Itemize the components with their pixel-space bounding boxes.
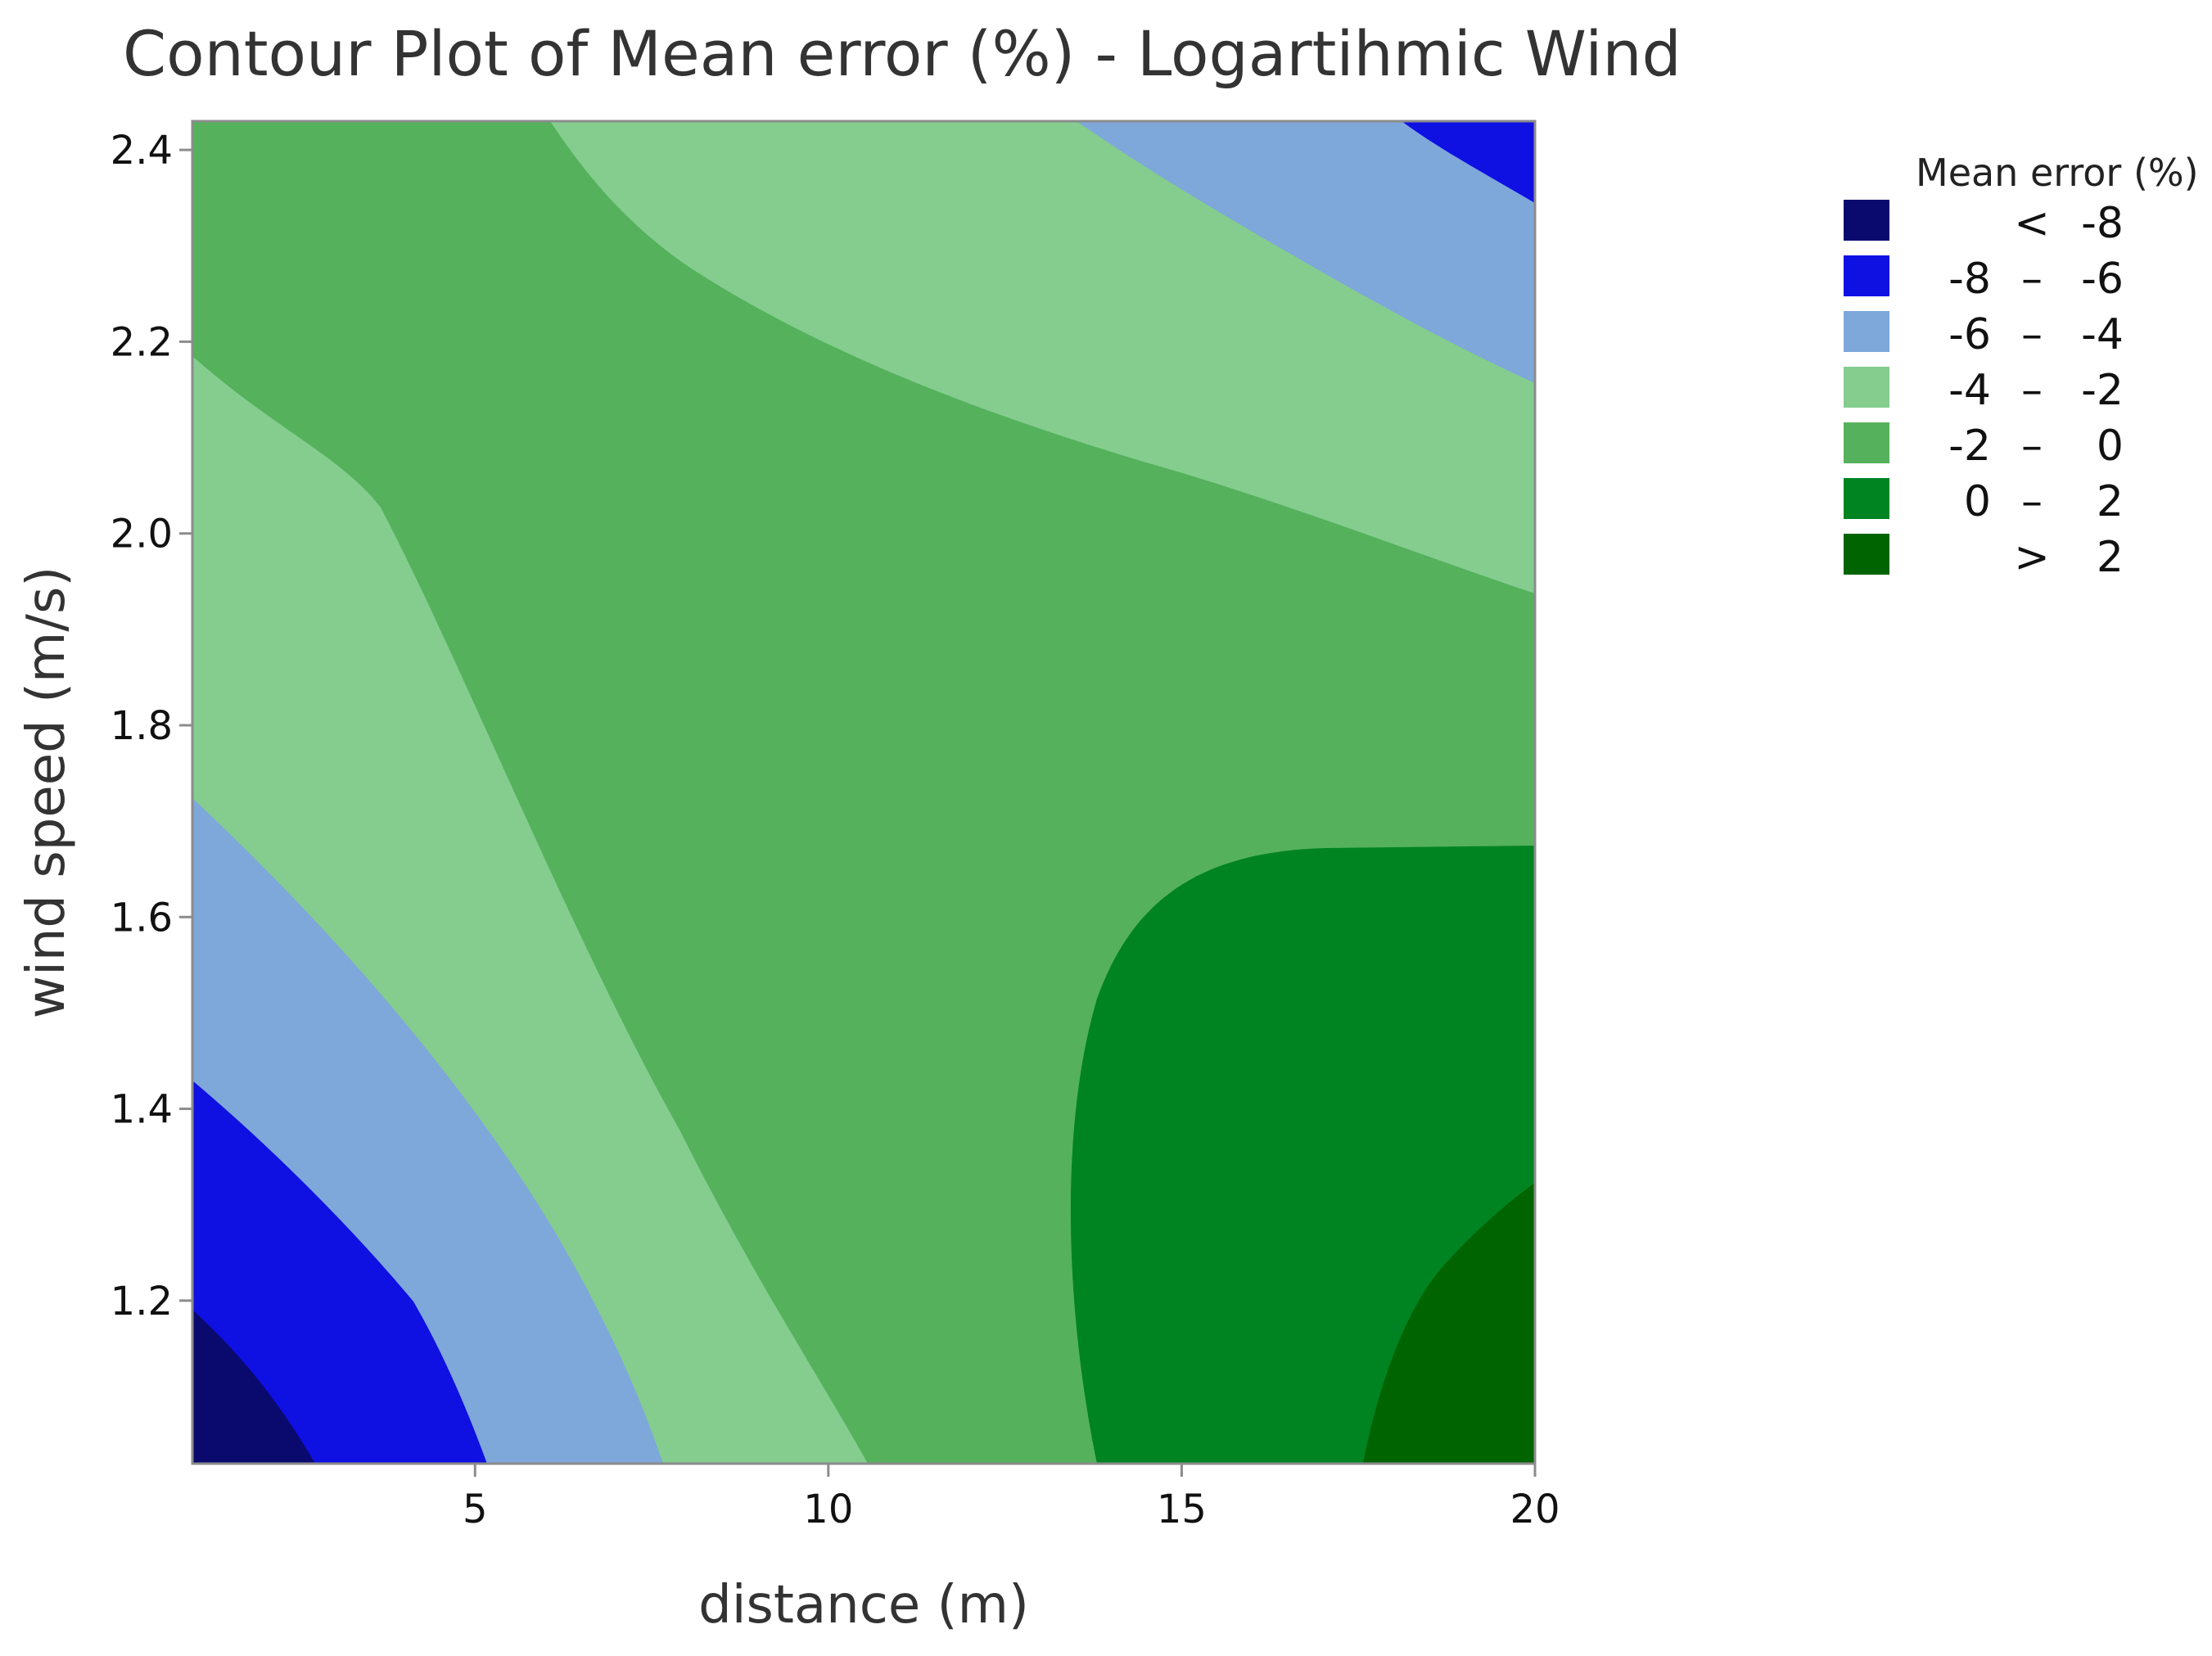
y-tick-label: 1.4 — [111, 1087, 173, 1133]
legend-high-value: 0 — [2097, 422, 2124, 471]
region-neg8-to-neg6-upper-right — [1402, 121, 1535, 203]
x-tick-label: 20 — [1510, 1487, 1560, 1532]
region-above-2-lower-right — [1363, 1183, 1535, 1464]
legend-separator: – — [2021, 477, 2043, 526]
x-axis-label: distance (m) — [698, 1575, 1029, 1636]
legend-separator: – — [2021, 255, 2043, 304]
legend-low-value: -2 — [1948, 422, 1991, 471]
y-tick-label: 2.2 — [111, 319, 173, 365]
plot-area — [192, 121, 1535, 1464]
y-tick-label: 1.6 — [111, 895, 173, 941]
region-neg6-to-neg4-upper-right — [1077, 121, 1535, 383]
legend-swatch — [1844, 478, 1889, 519]
legend-low-value: -4 — [1948, 366, 1991, 415]
legend-high-value: -6 — [2081, 255, 2124, 304]
legend-low-value: -6 — [1948, 310, 1991, 359]
legend-swatch — [1844, 422, 1889, 463]
legend-low-value: 0 — [1964, 477, 1991, 526]
legend-separator: – — [2021, 366, 2043, 415]
y-tick-label: 1.8 — [111, 703, 173, 749]
y-tick-label: 2.4 — [111, 128, 173, 174]
plot-frame — [191, 120, 1537, 1465]
region-neg8-to-neg6-lower-left — [192, 1081, 487, 1464]
y-tick-label: 1.2 — [111, 1279, 173, 1324]
x-axis: 5 10 15 20 — [463, 1464, 1560, 1532]
legend-separator: > — [2014, 533, 2050, 582]
legend-swatch — [1844, 311, 1889, 352]
legend-separator: – — [2021, 310, 2043, 359]
legend-high-value: -4 — [2081, 310, 2124, 359]
x-tick-label: 10 — [803, 1487, 853, 1532]
chart-title: Contour Plot of Mean error (%) - Logarti… — [123, 17, 1682, 90]
y-tick-label: 2.0 — [111, 512, 173, 557]
legend-high-value: -2 — [2081, 366, 2124, 415]
legend-title: Mean error (%) — [1916, 151, 2199, 195]
y-axis: 1.2 1.4 1.6 1.8 2.0 2.2 2.4 — [111, 128, 192, 1324]
x-tick-label: 5 — [463, 1487, 488, 1532]
x-tick-label: 15 — [1157, 1487, 1207, 1532]
legend-separator: < — [2014, 199, 2050, 248]
legend-swatch — [1844, 367, 1889, 408]
legend-high-value: -8 — [2081, 199, 2124, 248]
legend-high-value: 2 — [2097, 533, 2124, 582]
legend: Mean error (%) < -8-8– -6-6– -4-4– -2-2–00–2… — [1844, 151, 2199, 582]
legend-high-value: 2 — [2097, 477, 2124, 526]
legend-swatch — [1844, 200, 1889, 241]
legend-swatch — [1844, 534, 1889, 575]
region-below-neg8-lower-left — [192, 1310, 315, 1464]
y-axis-label: wind speed (m/s) — [16, 566, 77, 1019]
legend-swatch — [1844, 255, 1889, 296]
legend-low-value: -8 — [1948, 255, 1991, 304]
legend-separator: – — [2021, 422, 2043, 471]
